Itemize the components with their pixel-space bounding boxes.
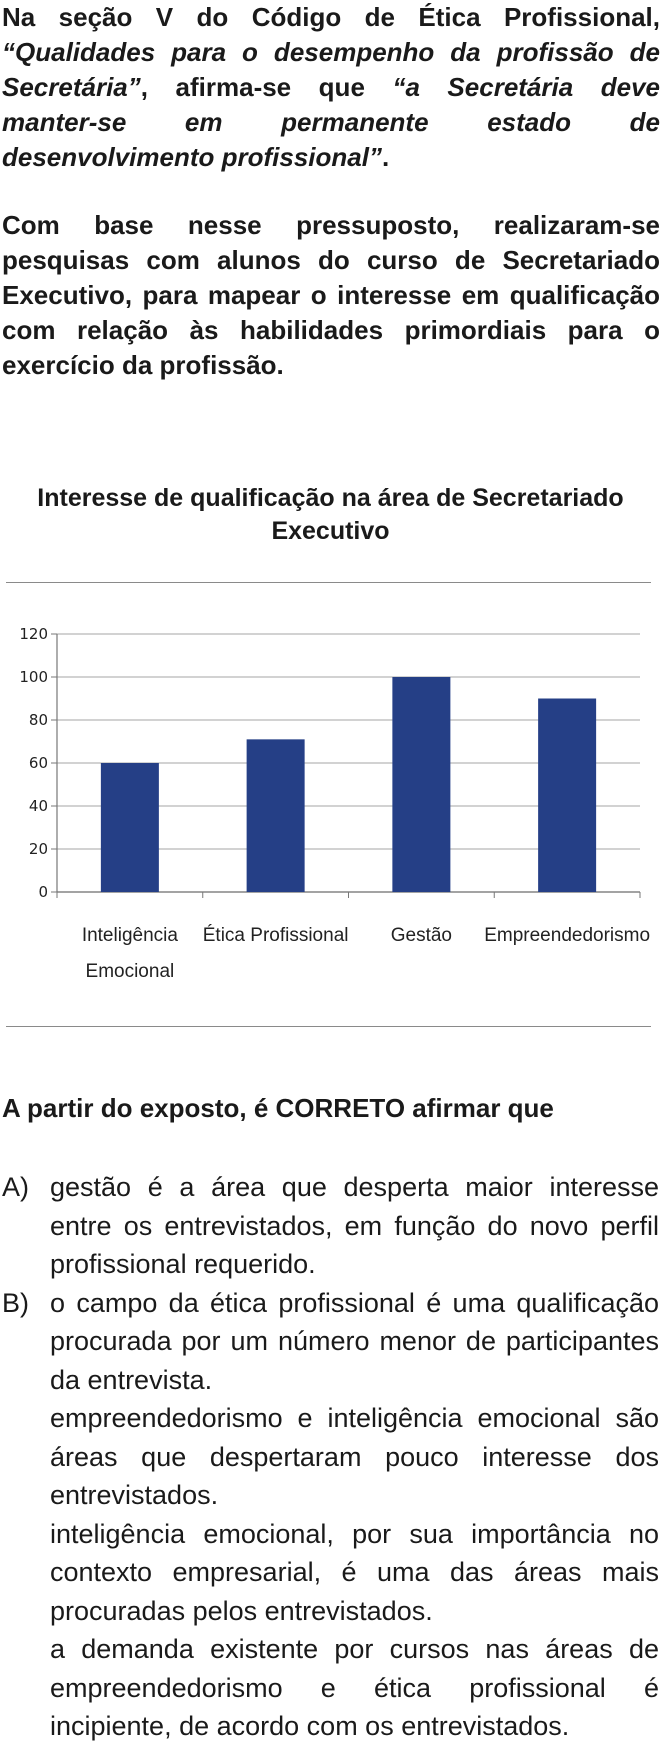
y-tick-label: 100 [19,668,48,686]
answer-option: A) gestão é a área que desperta maior int… [0,1168,661,1284]
category-label: Empreendedorismo [484,925,650,946]
answer-option: inteligência emocional, por sua importân… [0,1515,661,1631]
intro-text-run: . [381,142,390,172]
option-text: gestão é a área que desperta maior inter… [50,1172,659,1279]
question-stem: A partir do exposto, é CORRETO afirmar q… [2,1093,554,1123]
answer-options: A) gestão é a área que desperta maior int… [0,1168,661,1746]
intro-paragraph-2: Com base nesse pressuposto, realizaram-s… [2,210,660,380]
option-letter: B) [2,1287,29,1318]
option-text: a demanda existente por cursos nas áreas… [50,1634,659,1741]
option-letter: A) [2,1172,29,1202]
y-tick-label: 40 [29,797,48,815]
divider-bottom [6,1026,651,1027]
category-label: Inteligência Emocional [82,925,179,982]
bar [538,698,597,892]
bar-chart: 0 20 40 60 80 100 120 Inteligência Emocional Étic… [19,625,650,982]
bar [246,739,305,892]
category-label: Gestão [391,925,452,946]
category-label: Ética Profissional [203,925,349,946]
bar [100,763,159,892]
y-tick-label: 20 [29,840,48,858]
option-text: empreendedorismo e inteligência emociona… [50,1403,659,1510]
bar [392,677,451,892]
quoted-phrase: “a Secretária deve manter-se em permanen… [2,72,660,172]
chart-title: Interesse de qualificação na área de Sec… [37,484,624,545]
intro-text-run: , afirma-se que [140,72,393,102]
answer-option: a demanda existente por cursos nas áreas… [0,1630,661,1746]
y-tick-label: 60 [29,754,48,772]
intro-text-run: Na seção V do Código de Ética Profission… [2,2,660,32]
y-tick-label: 120 [19,625,48,643]
y-tick-label: 0 [38,883,48,901]
answer-option: empreendedorismo e inteligência emociona… [0,1399,661,1515]
option-text: inteligência emocional, por sua importân… [50,1518,659,1626]
intro-paragraph-1: Na seção V do Código de Ética Profission… [2,0,660,175]
answer-option: B) o campo da ética profissional é uma qu… [0,1284,661,1400]
divider-top [6,582,651,583]
y-tick-label: 80 [29,711,48,729]
quoted-phrase: “Qualidades para o desempenho da profiss… [2,37,660,102]
option-text: o campo da ética profissional é uma qual… [50,1287,659,1395]
